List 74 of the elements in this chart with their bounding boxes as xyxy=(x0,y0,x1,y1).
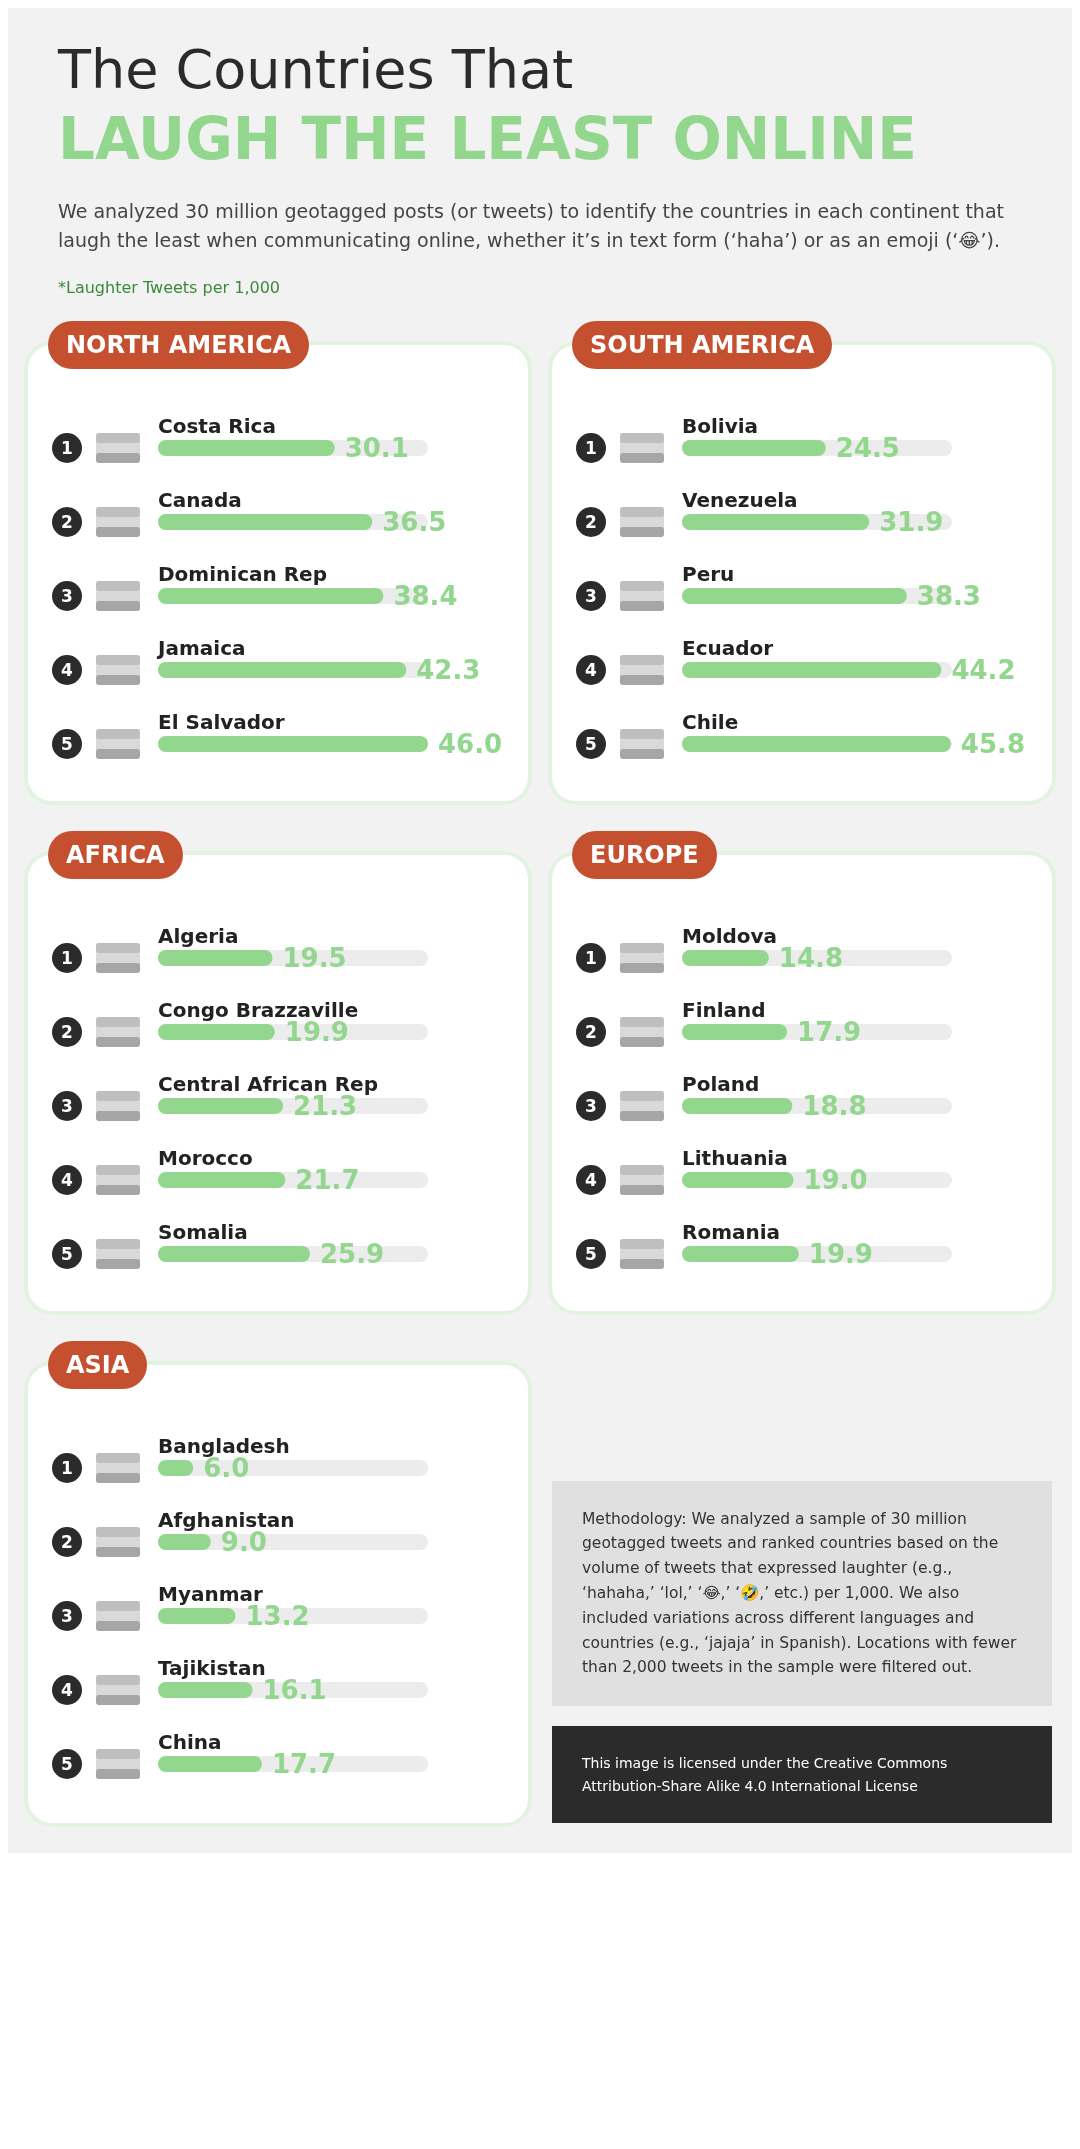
data-label: 36.5 xyxy=(382,506,447,537)
data-label: 19.9 xyxy=(808,1238,873,1269)
text: 3 xyxy=(576,1090,606,1121)
text: 1 xyxy=(52,1452,82,1483)
data-label: 18.8 xyxy=(802,1090,867,1121)
text: 3 xyxy=(52,580,82,611)
data-label: 46.0 xyxy=(438,728,503,759)
data-label: 24.5 xyxy=(835,432,900,463)
y-tick-label: Somalia xyxy=(158,1219,248,1244)
y-tick-label: China xyxy=(158,1729,222,1754)
data-label: 42.3 xyxy=(416,654,481,685)
text: 1 xyxy=(576,942,606,973)
data-label: 25.9 xyxy=(320,1238,385,1269)
y-tick-label: Algeria xyxy=(158,923,239,948)
text: We analyzed 30 million geotagged posts (or tweets) to identify the countries in each continent that laugh the least when communicating online, whether it’s in text form (‘haha’) or as an emoji (‘😂’). xyxy=(58,199,1005,254)
data-label: 38.4 xyxy=(393,580,458,611)
text: This image is licensed under the Creative Commons Attribution-Share Alike 4.0 International License xyxy=(552,1726,1052,1824)
data-label: 19.0 xyxy=(803,1164,868,1195)
chart-title: NORTH AMERICA xyxy=(48,320,310,369)
text: 2 xyxy=(52,506,82,537)
text: 3 xyxy=(576,580,606,611)
text: 4 xyxy=(52,654,82,685)
y-tick-label: Jamaica xyxy=(156,635,246,660)
data-label: 38.3 xyxy=(916,580,981,611)
y-tick-label: Bolivia xyxy=(682,413,759,438)
y-tick-label: Poland xyxy=(682,1071,760,1096)
data-label: 17.9 xyxy=(797,1016,862,1047)
text: 3 xyxy=(52,1600,82,1631)
data-label: 45.8 xyxy=(960,728,1025,759)
y-tick-label: Canada xyxy=(158,487,242,512)
y-tick-label: Moldova xyxy=(682,923,778,948)
text: 4 xyxy=(52,1674,82,1705)
y-tick-label: Finland xyxy=(682,997,766,1022)
text: 2 xyxy=(576,1016,606,1047)
y-tick-label: Costa Rica xyxy=(158,413,276,438)
data-label: 30.1 xyxy=(344,432,409,463)
text: 2 xyxy=(52,1526,82,1557)
text: Methodology: We analyzed a sample of 30 million geotagged tweets and ranked countries based on the volume of tweets that expressed laughter (e.g., ‘hahaha,’ ‘lol,’ ‘😂,’ ‘🤣,’ etc.) per 1,000. We also included variations across different languages and countries (e.g., ‘jajaja’ in Spanish). Locations with fewer than 2,000 tweets in the sample were filtered out. xyxy=(552,1480,1052,1707)
text: 5 xyxy=(52,1238,82,1269)
text: 4 xyxy=(576,654,606,685)
chart-title: AFRICA xyxy=(48,830,183,879)
y-tick-label: Morocco xyxy=(158,1145,253,1170)
y-tick-label: Romania xyxy=(682,1219,781,1244)
text: 1 xyxy=(52,942,82,973)
text: 2 xyxy=(52,1016,82,1047)
text: 5 xyxy=(52,1748,82,1779)
data-label: 31.9 xyxy=(879,506,944,537)
chart-title: EUROPE xyxy=(572,830,717,879)
text: The Countries That xyxy=(58,38,575,101)
data-label: 44.2 xyxy=(951,654,1016,685)
text: 4 xyxy=(52,1164,82,1195)
chart-title: ASIA xyxy=(48,1340,148,1389)
y-tick-label: El Salvador xyxy=(158,709,285,734)
y-tick-label: Venezuela xyxy=(682,487,798,512)
text: *Laughter Tweets per 1,000 xyxy=(58,276,281,299)
text: 5 xyxy=(52,728,82,759)
text: 3 xyxy=(52,1090,82,1121)
text: 5 xyxy=(576,728,606,759)
y-tick-label: Ecuador xyxy=(682,635,774,660)
data-label: 17.7 xyxy=(271,1748,337,1779)
text: LAUGH THE LEAST ONLINE xyxy=(58,105,918,173)
y-tick-label: Dominican Rep xyxy=(158,561,327,586)
data-label: 21.7 xyxy=(295,1164,360,1195)
text: 1 xyxy=(576,432,606,463)
text: 1 xyxy=(52,432,82,463)
text: 5 xyxy=(576,1238,606,1269)
data-label: 14.8 xyxy=(778,942,844,973)
data-label: 19.5 xyxy=(282,942,347,973)
text: 4 xyxy=(576,1164,606,1195)
y-tick-label: Lithuania xyxy=(682,1145,788,1170)
y-tick-label: Peru xyxy=(682,561,735,586)
chart-title: SOUTH AMERICA xyxy=(572,320,833,369)
y-tick-label: Chile xyxy=(682,709,739,734)
text: 2 xyxy=(576,506,606,537)
